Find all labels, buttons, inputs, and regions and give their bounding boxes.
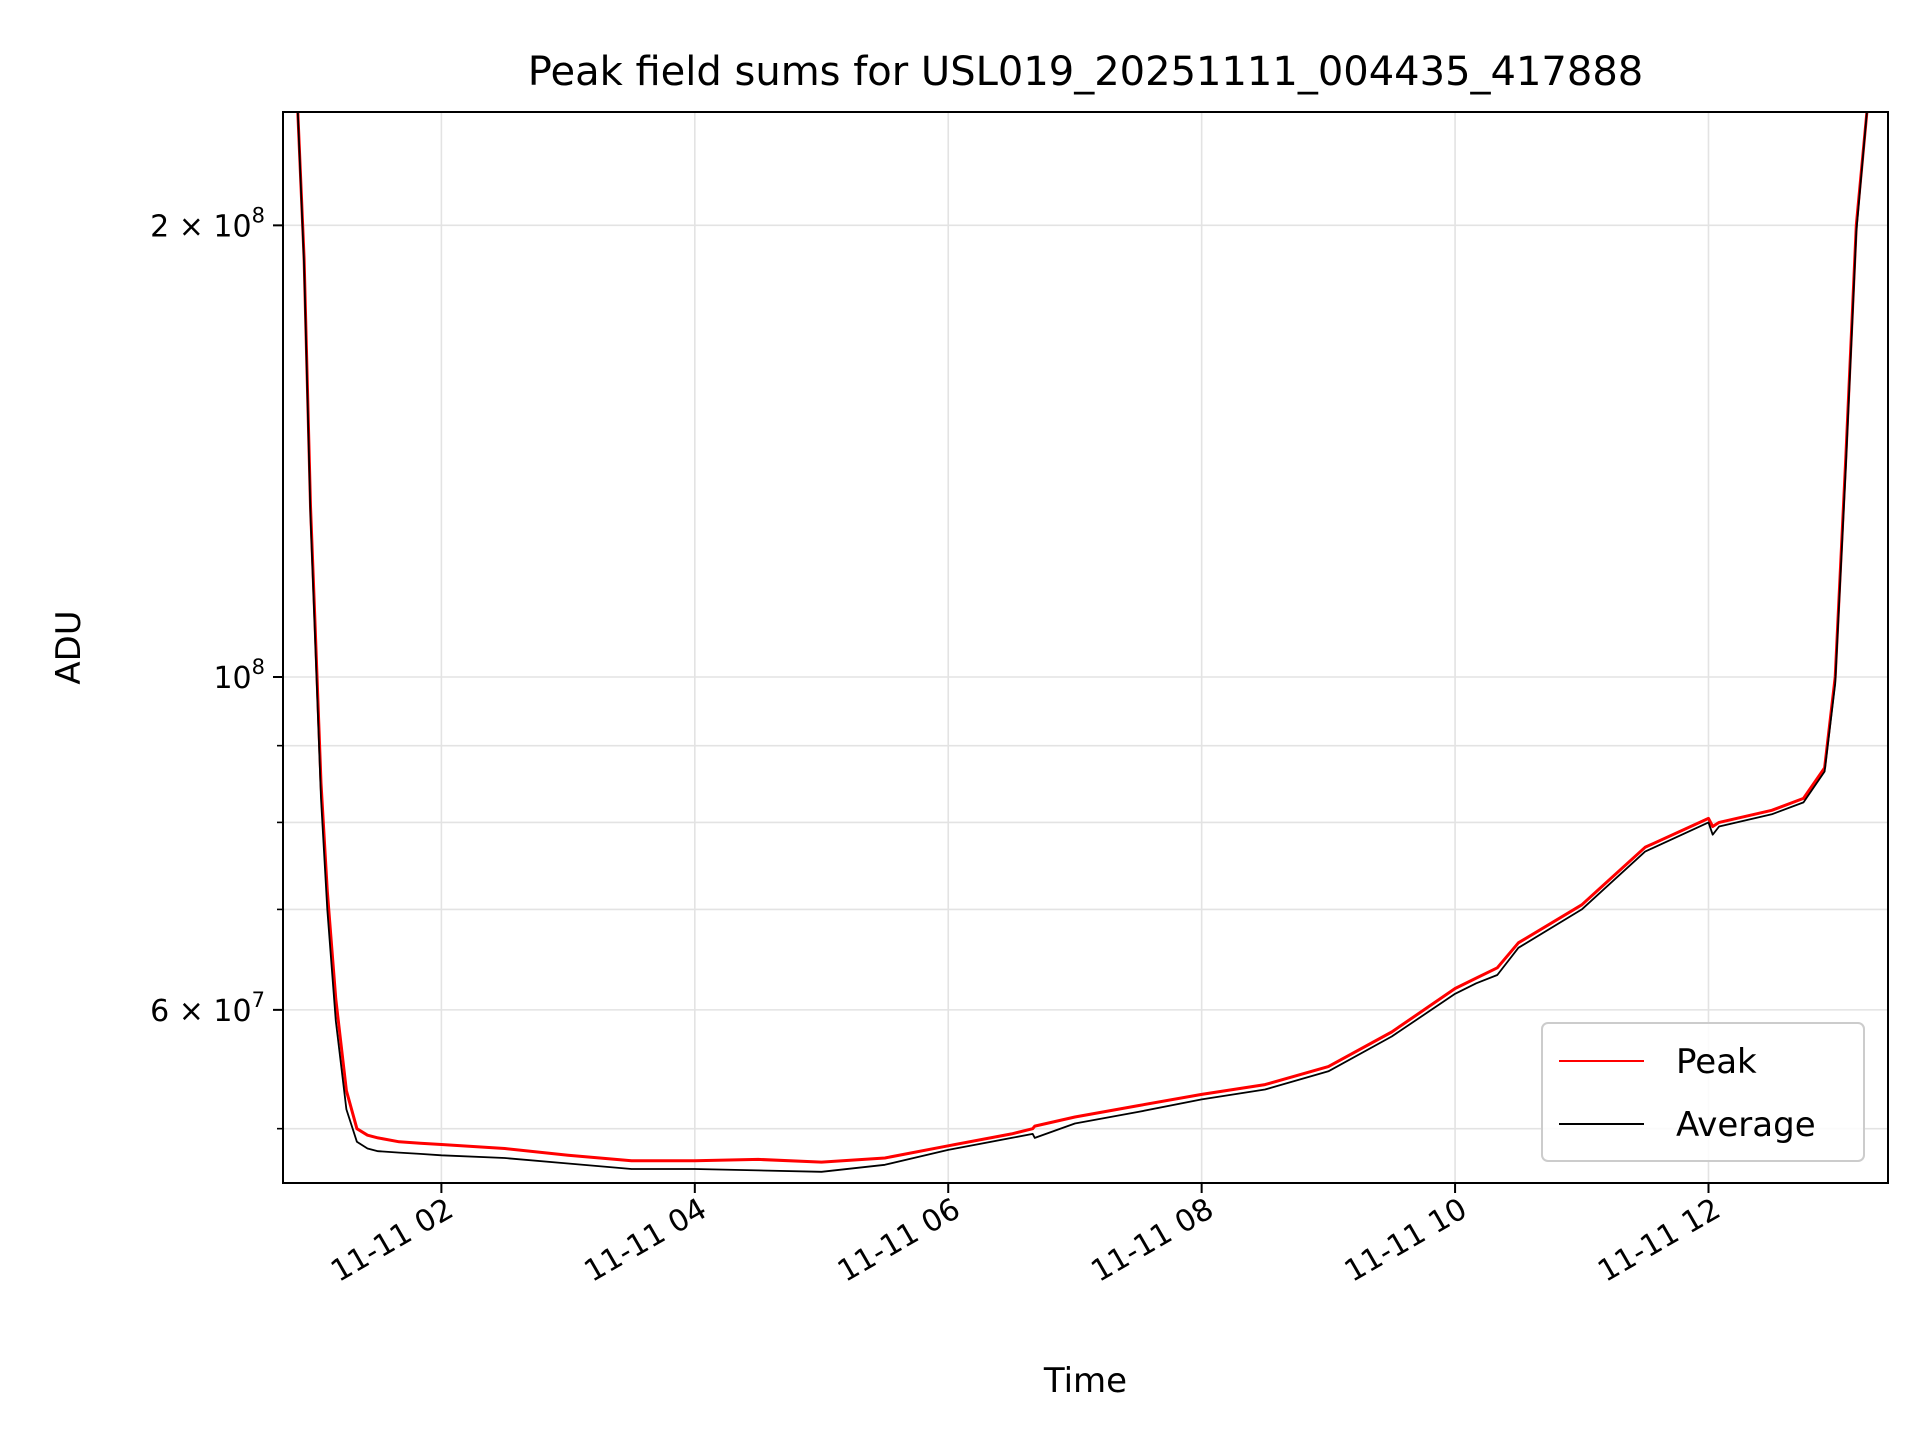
chart-title: Peak field sums for USL019_20251111_0044… xyxy=(528,49,1643,95)
y-tick-label-base: 10 xyxy=(213,661,251,696)
y-tick-label: 108 xyxy=(213,655,265,696)
legend-label-peak: Peak xyxy=(1676,1042,1757,1082)
plot-series xyxy=(296,112,1869,1173)
y-tick-label-exponent: 8 xyxy=(252,655,265,679)
series-line-peak xyxy=(296,112,1869,1164)
y-tick-label-base: 2 × 10 xyxy=(150,209,251,244)
x-axis-label: Time xyxy=(1043,1361,1127,1401)
series-line-average xyxy=(296,112,1868,1173)
y-tick-label-exponent: 8 xyxy=(252,203,265,227)
legend: Peak Average xyxy=(1541,1022,1865,1162)
legend-label-average: Average xyxy=(1676,1105,1816,1145)
y-tick-label-exponent: 7 xyxy=(252,988,265,1012)
y-axis-label: ADU xyxy=(49,610,89,684)
legend-box xyxy=(1541,1022,1865,1162)
plot-frame xyxy=(282,111,1889,1184)
y-tick-label: 2 × 108 xyxy=(150,203,265,244)
y-tick-label-base: 6 × 10 xyxy=(150,994,251,1029)
y-tick-label: 6 × 107 xyxy=(150,988,265,1029)
